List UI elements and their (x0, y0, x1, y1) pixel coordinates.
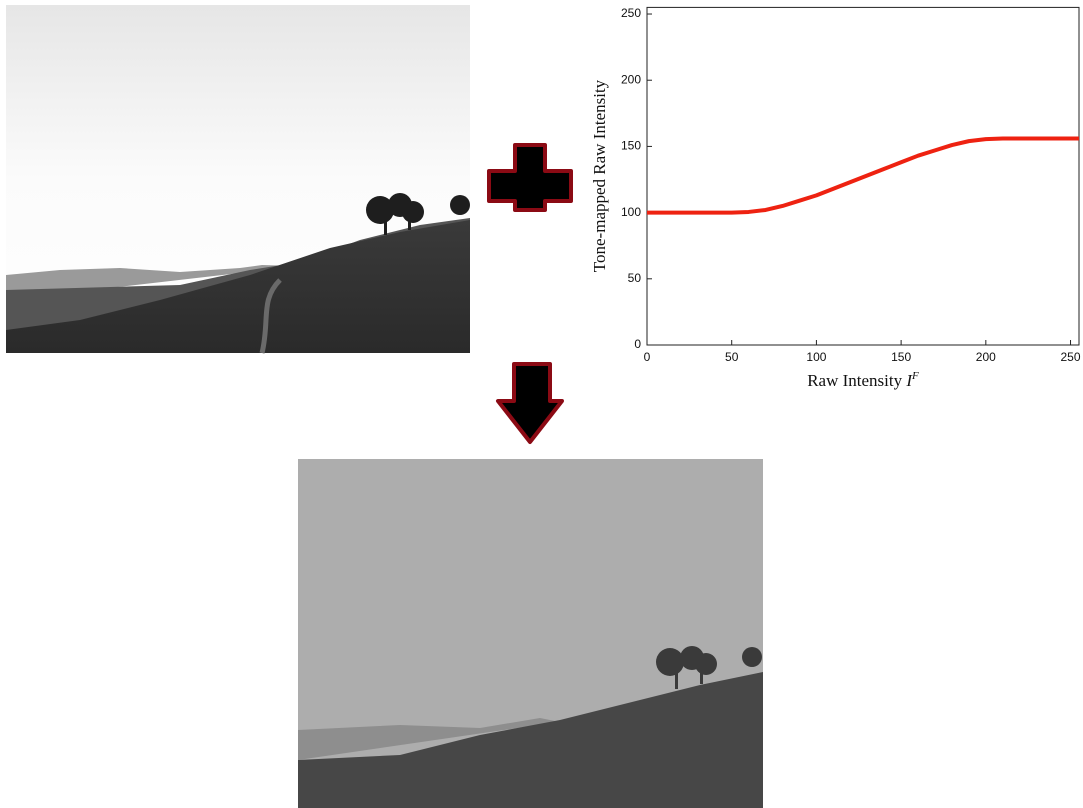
data-line (647, 136, 1079, 215)
x-label-symbol: I (905, 371, 913, 390)
y-tick-label: 200 (621, 72, 641, 86)
x-label-superscript: F (911, 370, 919, 382)
y-tick-label: 0 (634, 337, 641, 351)
x-tick-label: 200 (976, 350, 996, 364)
x-label-text: Raw Intensity (807, 371, 902, 390)
x-tick-label: 0 (644, 350, 651, 364)
x-tick-label: 50 (725, 350, 739, 364)
y-tick-label: 100 (621, 205, 641, 219)
plus-icon (487, 143, 573, 212)
plot-frame (646, 6, 1080, 346)
x-tick-label: 150 (891, 350, 911, 364)
output-image (298, 459, 763, 808)
y-tick-label: 150 (621, 139, 641, 153)
input-image (6, 5, 470, 354)
y-axis-label: Tone-mapped Raw Intensity (590, 79, 609, 272)
y-tick-label: 250 (621, 6, 641, 20)
x-tick-label: 250 (1061, 350, 1081, 364)
x-axis-label: Raw Intensity IF (807, 370, 919, 390)
y-tick-label: 50 (628, 271, 642, 285)
down-arrow (496, 362, 564, 444)
x-tick-label: 100 (806, 350, 826, 364)
